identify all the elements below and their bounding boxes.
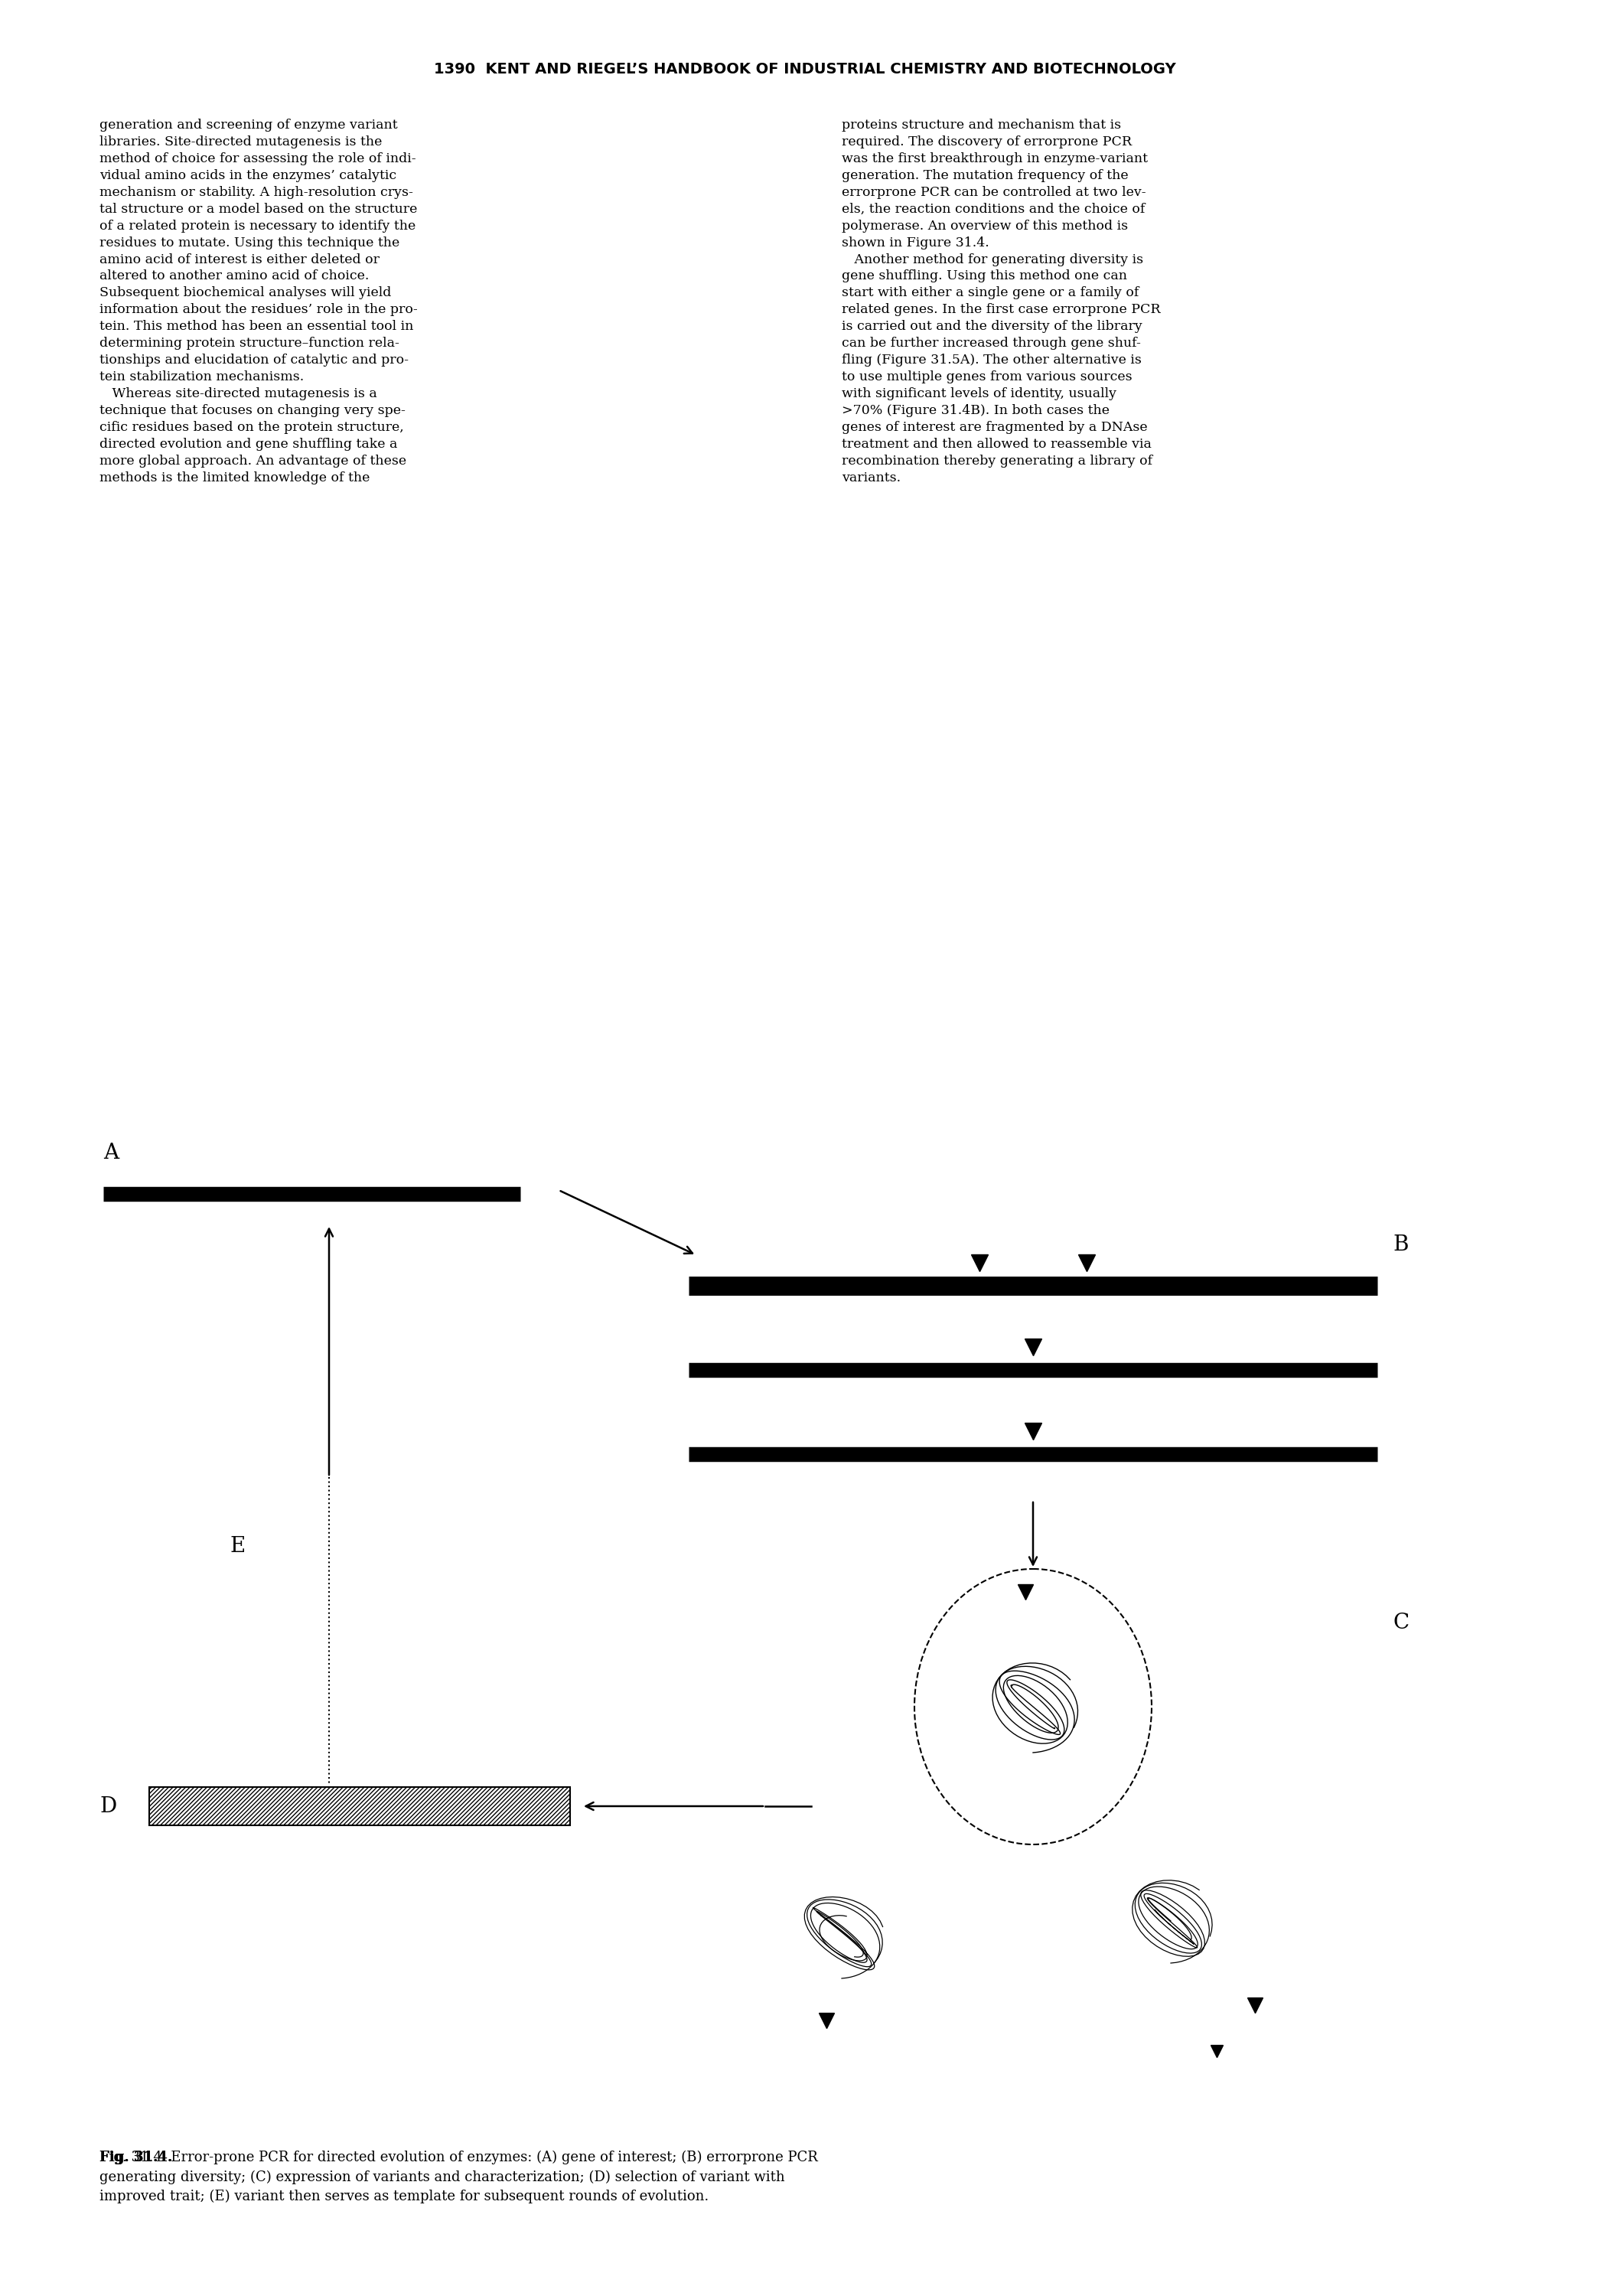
Text: D: D — [100, 1795, 116, 1816]
Text: B: B — [1393, 1235, 1409, 1256]
Bar — [150, 1786, 570, 1825]
Text: C: C — [1393, 1612, 1409, 1632]
Text: A: A — [103, 1143, 119, 1164]
Text: Fig. 31.4. Error-prone PCR for directed evolution of enzymes: (A) gene of intere: Fig. 31.4. Error-prone PCR for directed … — [100, 2151, 818, 2204]
Text: Fig. 31.4.: Fig. 31.4. — [100, 2151, 172, 2165]
Text: proteins structure and mechanism that is
required. The discovery of errorprone P: proteins structure and mechanism that is… — [842, 119, 1161, 484]
Text: 1390  KENT AND RIEGEL’S HANDBOOK OF INDUSTRIAL CHEMISTRY AND BIOTECHNOLOGY: 1390 KENT AND RIEGEL’S HANDBOOK OF INDUS… — [435, 62, 1175, 76]
Text: E: E — [230, 1536, 245, 1557]
Text: Fig. 31.4.: Fig. 31.4. — [100, 2151, 172, 2165]
Text: generation and screening of enzyme variant
libraries. Site-directed mutagenesis : generation and screening of enzyme varia… — [100, 119, 417, 484]
